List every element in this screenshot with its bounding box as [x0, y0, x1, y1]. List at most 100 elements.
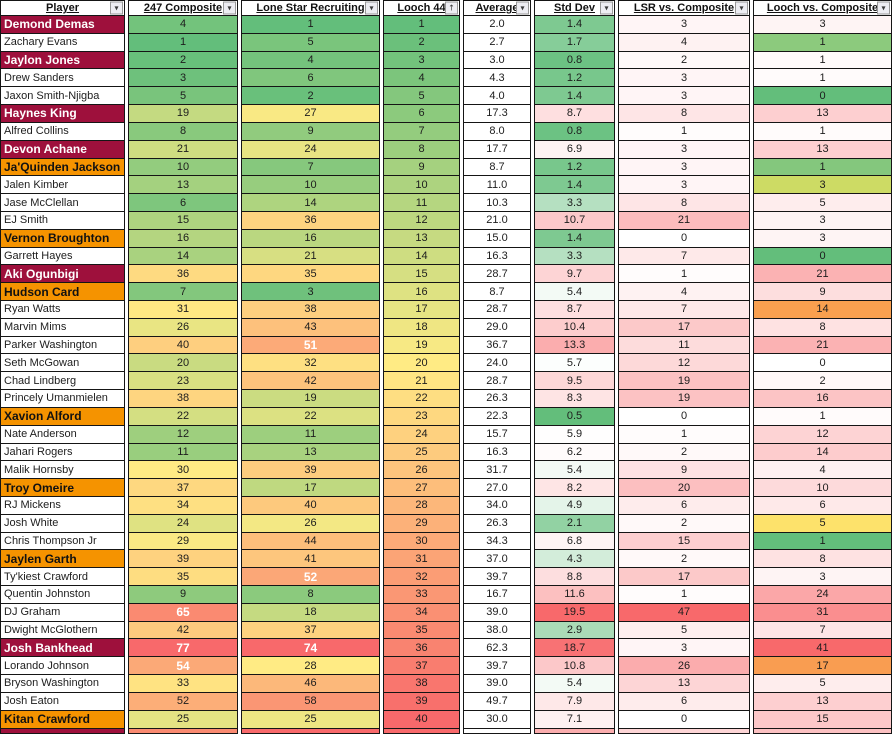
value-cell-247-composite[interactable]: 26: [128, 318, 238, 337]
value-cell-247-composite[interactable]: 42: [128, 621, 238, 640]
value-cell-lone-star-recruiting[interactable]: 21: [241, 247, 380, 266]
value-cell-lone-star-recruiting[interactable]: 35: [241, 265, 380, 284]
value-cell-looch-44[interactable]: 38: [383, 675, 460, 693]
value-cell-average[interactable]: 17.3: [463, 105, 531, 123]
value-cell-average[interactable]: 39.0: [463, 675, 531, 693]
value-cell-lsr-vs-composite[interactable]: 8: [618, 194, 750, 212]
value-cell-lsr-vs-composite[interactable]: 2: [618, 51, 750, 70]
value-cell-looch-vs-composite[interactable]: 3: [753, 211, 892, 230]
value-cell-lone-star-recruiting[interactable]: 11: [241, 425, 380, 444]
value-cell-looch-44[interactable]: 12: [383, 211, 460, 230]
value-cell-average[interactable]: 16.3: [463, 443, 531, 462]
value-cell-247-composite[interactable]: 29: [128, 532, 238, 551]
value-cell-lone-star-recruiting[interactable]: 36: [241, 211, 380, 230]
value-cell-std-dev[interactable]: 8.2: [534, 479, 615, 497]
value-cell-247-composite[interactable]: 30: [128, 461, 238, 480]
value-cell-average[interactable]: 37.0: [463, 550, 531, 569]
value-cell-lsr-vs-composite[interactable]: 3: [618, 87, 750, 106]
value-cell-lsr-vs-composite[interactable]: 47: [618, 603, 750, 622]
player-cell[interactable]: Jaylen Garth: [0, 550, 125, 569]
value-cell-lsr-vs-composite[interactable]: 3: [618, 69, 750, 88]
value-cell-lsr-vs-composite[interactable]: 15: [618, 532, 750, 551]
value-cell-247-composite[interactable]: 10: [128, 158, 238, 177]
player-cell[interactable]: Lorando Johnson: [0, 657, 125, 676]
value-cell-looch-vs-composite[interactable]: 1: [753, 69, 892, 88]
value-cell-std-dev[interactable]: 5.7: [534, 354, 615, 373]
value-cell-247-composite[interactable]: 9: [128, 586, 238, 604]
value-cell-std-dev[interactable]: 8.8: [534, 568, 615, 586]
value-cell-looch-vs-composite[interactable]: 21: [753, 265, 892, 284]
value-cell-looch-vs-composite[interactable]: 5: [753, 675, 892, 693]
value-cell-247-composite[interactable]: 33: [128, 675, 238, 693]
value-cell-lone-star-recruiting[interactable]: 3: [241, 283, 380, 301]
value-cell-lsr-vs-composite[interactable]: 19: [618, 372, 750, 391]
value-cell-looch-44[interactable]: 8: [383, 140, 460, 159]
value-cell-looch-vs-composite[interactable]: 8: [753, 550, 892, 569]
value-cell-247-composite[interactable]: 11: [128, 443, 238, 462]
value-cell-average[interactable]: 30.0: [463, 710, 531, 729]
value-cell-looch-vs-composite[interactable]: 13: [753, 140, 892, 159]
value-cell-looch-44[interactable]: 35: [383, 621, 460, 640]
value-cell-247-composite[interactable]: 31: [128, 301, 238, 319]
filter-dropdown-icon[interactable]: ▾: [110, 1, 123, 15]
value-cell-lone-star-recruiting[interactable]: 28: [241, 657, 380, 676]
value-cell-partial[interactable]: [534, 728, 615, 734]
value-cell-lone-star-recruiting[interactable]: 74: [241, 639, 380, 658]
value-cell-247-composite[interactable]: 2: [128, 51, 238, 70]
value-cell-lsr-vs-composite[interactable]: 26: [618, 657, 750, 676]
value-cell-average[interactable]: 24.0: [463, 354, 531, 373]
value-cell-looch-vs-composite[interactable]: 0: [753, 354, 892, 373]
player-cell[interactable]: Dwight McGlothern: [0, 621, 125, 640]
player-cell[interactable]: Alfred Collins: [0, 122, 125, 141]
player-cell[interactable]: Devon Achane: [0, 140, 125, 159]
value-cell-looch-vs-composite[interactable]: 1: [753, 532, 892, 551]
value-cell-looch-44[interactable]: 28: [383, 496, 460, 515]
value-cell-average[interactable]: 28.7: [463, 372, 531, 391]
player-cell[interactable]: Vernon Broughton: [0, 229, 125, 248]
filter-dropdown-icon[interactable]: ▾: [223, 1, 236, 15]
value-cell-looch-44[interactable]: 34: [383, 603, 460, 622]
value-cell-std-dev[interactable]: 2.9: [534, 621, 615, 640]
player-cell[interactable]: Hudson Card: [0, 283, 125, 301]
value-cell-std-dev[interactable]: 1.2: [534, 69, 615, 88]
value-cell-std-dev[interactable]: 9.7: [534, 265, 615, 284]
value-cell-lsr-vs-composite[interactable]: 17: [618, 318, 750, 337]
value-cell-247-composite[interactable]: 5: [128, 87, 238, 106]
value-cell-lone-star-recruiting[interactable]: 26: [241, 514, 380, 533]
value-cell-lone-star-recruiting[interactable]: 42: [241, 372, 380, 391]
value-cell-lsr-vs-composite[interactable]: 6: [618, 692, 750, 711]
value-cell-looch-44[interactable]: 32: [383, 568, 460, 586]
value-cell-looch-vs-composite[interactable]: 3: [753, 176, 892, 195]
player-cell[interactable]: Princely Umanmielen: [0, 390, 125, 408]
value-cell-std-dev[interactable]: 5.4: [534, 675, 615, 693]
value-cell-looch-vs-composite[interactable]: 1: [753, 407, 892, 426]
player-cell[interactable]: Garrett Hayes: [0, 247, 125, 266]
value-cell-lone-star-recruiting[interactable]: 27: [241, 105, 380, 123]
value-cell-lone-star-recruiting[interactable]: 44: [241, 532, 380, 551]
value-cell-lsr-vs-composite[interactable]: 12: [618, 354, 750, 373]
value-cell-looch-vs-composite[interactable]: 41: [753, 639, 892, 658]
value-cell-std-dev[interactable]: 3.3: [534, 194, 615, 212]
value-cell-std-dev[interactable]: 18.7: [534, 639, 615, 658]
player-cell[interactable]: Jaylon Jones: [0, 51, 125, 70]
value-cell-std-dev[interactable]: 3.3: [534, 247, 615, 266]
value-cell-looch-vs-composite[interactable]: 3: [753, 229, 892, 248]
value-cell-247-composite[interactable]: 1: [128, 33, 238, 52]
value-cell-looch-vs-composite[interactable]: 5: [753, 514, 892, 533]
value-cell-lsr-vs-composite[interactable]: 13: [618, 675, 750, 693]
value-cell-std-dev[interactable]: 13.3: [534, 336, 615, 355]
value-cell-lone-star-recruiting[interactable]: 24: [241, 140, 380, 159]
value-cell-average[interactable]: 27.0: [463, 479, 531, 497]
value-cell-lsr-vs-composite[interactable]: 8: [618, 105, 750, 123]
value-cell-looch-44[interactable]: 11: [383, 194, 460, 212]
value-cell-247-composite[interactable]: 14: [128, 247, 238, 266]
value-cell-std-dev[interactable]: 9.5: [534, 372, 615, 391]
value-cell-looch-vs-composite[interactable]: 7: [753, 621, 892, 640]
value-cell-partial[interactable]: [618, 728, 750, 734]
value-cell-std-dev[interactable]: 7.9: [534, 692, 615, 711]
value-cell-average[interactable]: 49.7: [463, 692, 531, 711]
filter-dropdown-icon[interactable]: ▾: [735, 1, 748, 15]
value-cell-std-dev[interactable]: 4.9: [534, 496, 615, 515]
value-cell-lone-star-recruiting[interactable]: 2: [241, 87, 380, 106]
value-cell-looch-44[interactable]: 13: [383, 229, 460, 248]
